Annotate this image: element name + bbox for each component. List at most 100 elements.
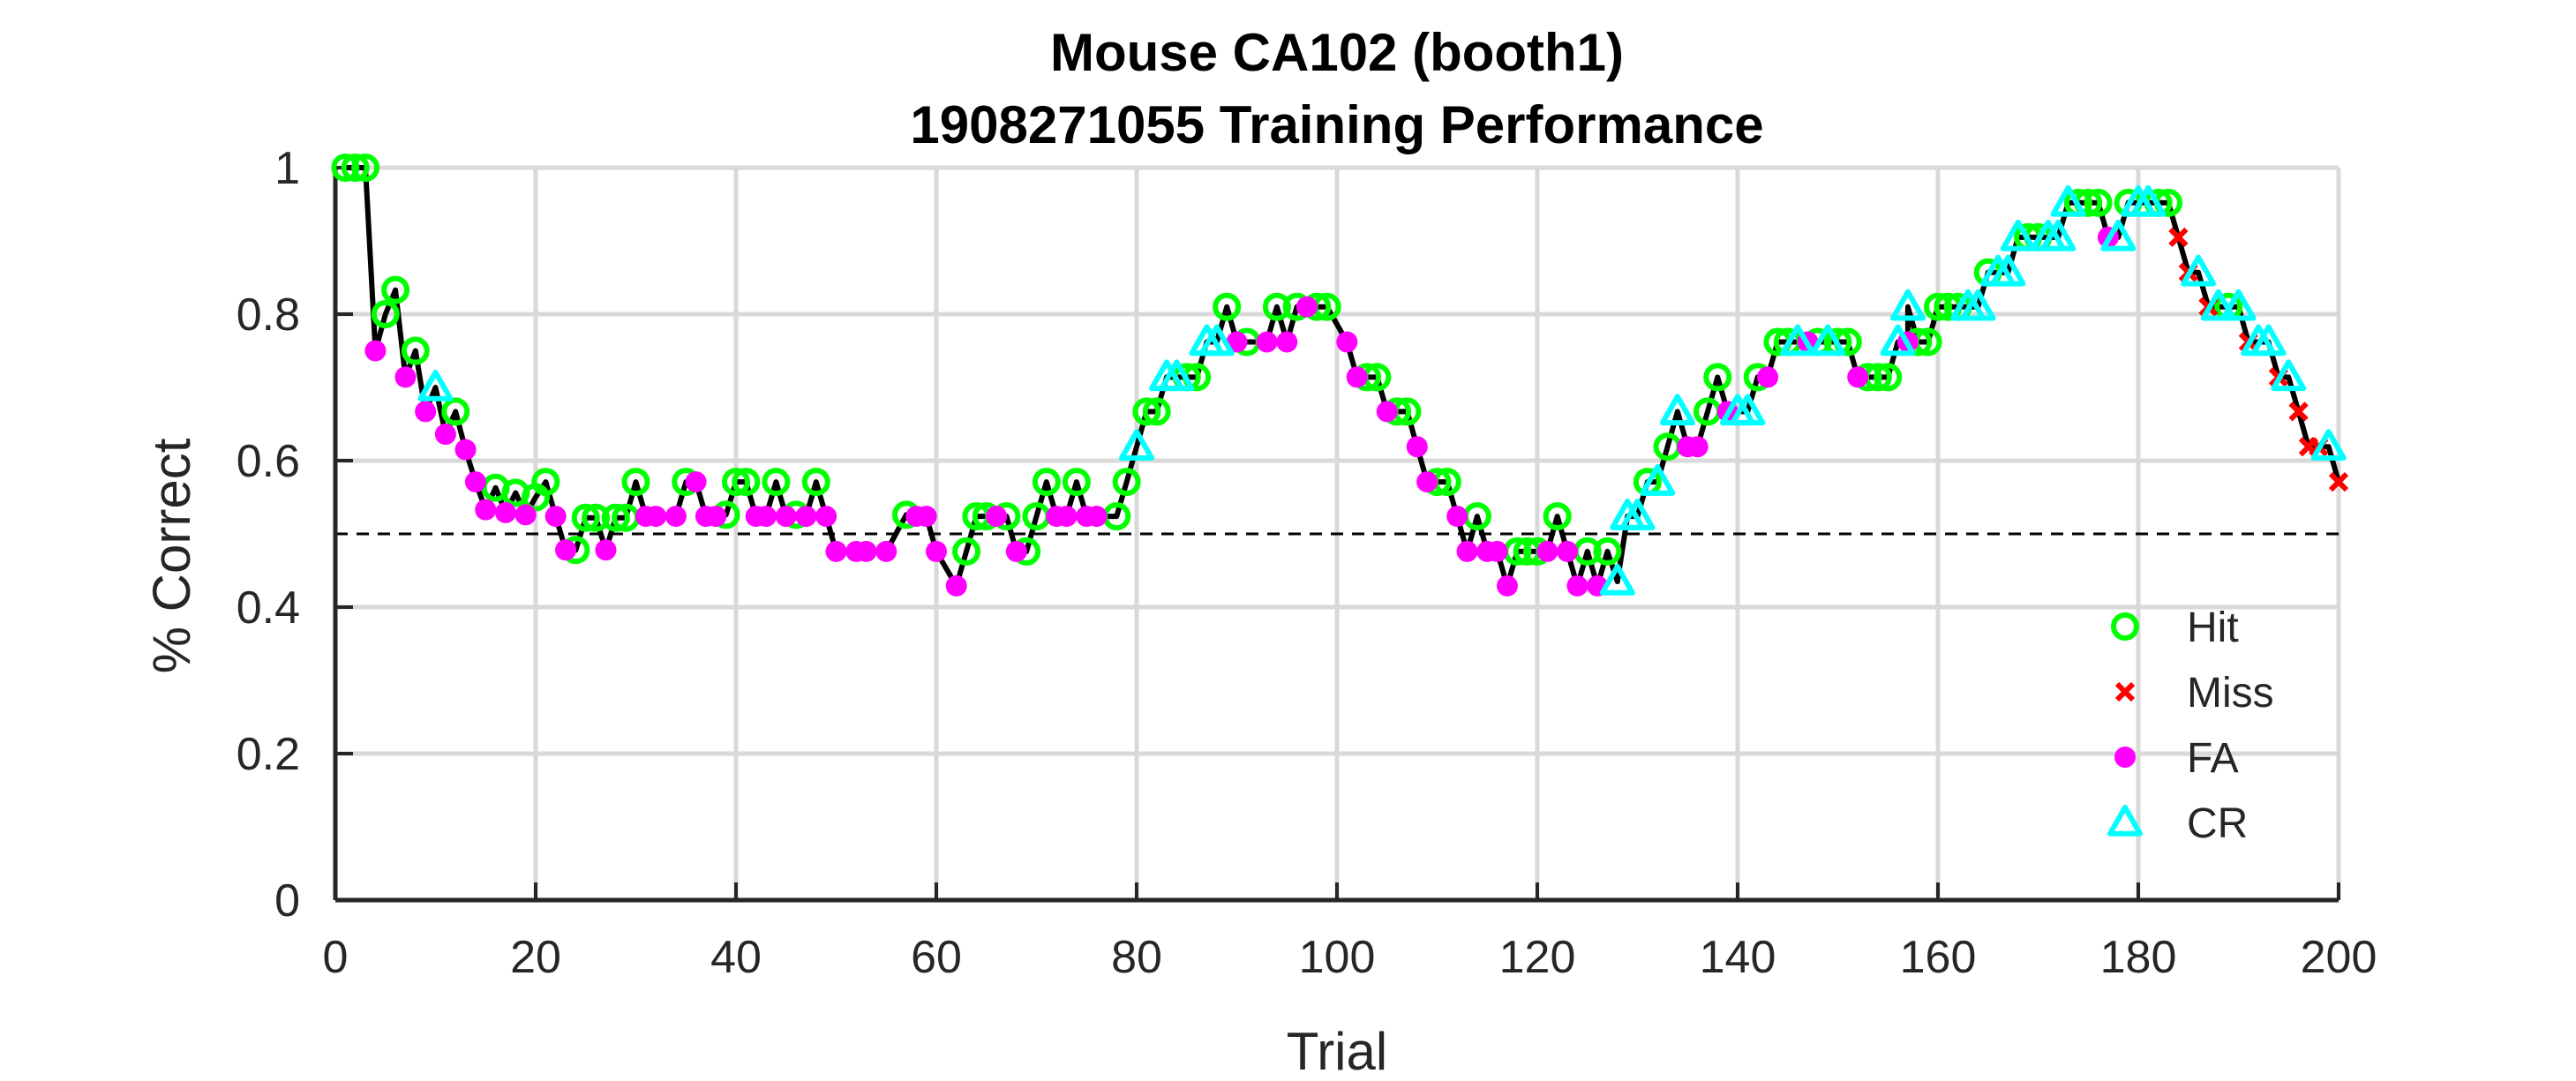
hit-marker xyxy=(571,503,600,532)
cr-marker xyxy=(2271,359,2307,392)
hit-marker xyxy=(1062,468,1091,497)
hit-marker xyxy=(371,300,400,328)
fa-marker xyxy=(685,471,707,493)
fa-marker xyxy=(1446,506,1468,528)
fa-marker xyxy=(475,499,497,521)
fa-marker xyxy=(394,366,417,388)
fa-marker xyxy=(795,506,817,528)
cr-marker xyxy=(1619,499,1656,530)
fa-marker xyxy=(1496,574,1518,597)
cr-marker xyxy=(2000,219,2036,251)
axes xyxy=(333,166,2340,903)
fa-marker xyxy=(544,506,567,528)
y-tick-label: 0.2 xyxy=(237,729,300,780)
fa-marker xyxy=(825,540,847,562)
y-tick-label: 0.4 xyxy=(237,582,300,634)
y-tick-label: 0 xyxy=(274,875,300,927)
fa-marker xyxy=(1005,540,1027,562)
cr-marker xyxy=(2220,289,2257,321)
fa-marker xyxy=(1055,506,1078,528)
cr-marker xyxy=(1659,394,1695,426)
tick-labels: 0 20 40 60 80 100 120 140 160 180 200 0 0.2 0.4 0.6 0.8… xyxy=(237,143,2377,983)
fa-marker xyxy=(1536,540,1558,562)
fa-marker xyxy=(915,506,937,528)
hit-marker xyxy=(1262,292,1291,321)
fa-marker xyxy=(926,540,947,562)
miss-marker xyxy=(2328,471,2349,492)
chart-subtitle: 1908271055 Training Performance xyxy=(910,95,1763,154)
x-axis-label: Trial xyxy=(1287,1022,1387,1081)
x-tick-label: 40 xyxy=(710,932,762,983)
cr-marker xyxy=(1640,464,1676,496)
hit-marker xyxy=(401,336,430,365)
x-tick-label: 200 xyxy=(2301,932,2377,983)
cr-marker xyxy=(2130,184,2167,217)
y-tick-label: 1 xyxy=(274,143,300,194)
fa-marker xyxy=(665,506,687,528)
fa-marker xyxy=(1256,331,1278,353)
fa-marker xyxy=(1566,574,1588,597)
fa-marker xyxy=(434,424,456,446)
cr-marker xyxy=(1889,289,1926,321)
hit-marker xyxy=(952,537,981,566)
cr-marker xyxy=(417,370,454,402)
fa-marker xyxy=(1226,331,1248,353)
hit-marker xyxy=(1593,537,1622,566)
x-tick-label: 120 xyxy=(1499,932,1576,983)
cr-marker xyxy=(1730,394,1766,426)
hit-marker xyxy=(1112,468,1141,497)
fa-marker xyxy=(595,539,617,561)
hit-marker xyxy=(331,154,360,182)
data-markers xyxy=(331,154,2349,597)
fa-marker xyxy=(1336,331,1358,353)
cr-marker xyxy=(2050,184,2086,217)
hit-marker xyxy=(351,154,380,182)
y-tick-label: 0.8 xyxy=(237,289,300,341)
hit-marker xyxy=(1213,292,1242,321)
legend-label: Hit xyxy=(2187,604,2239,651)
legend-label: CR xyxy=(2187,800,2248,847)
fa-marker xyxy=(1085,506,1108,528)
fa-marker xyxy=(514,504,537,526)
fa-marker xyxy=(1296,296,1318,318)
fa-marker xyxy=(555,539,577,561)
fa-marker xyxy=(1456,540,1478,562)
hit-marker xyxy=(381,275,410,304)
cr-marker xyxy=(1159,359,1195,392)
fa-marker xyxy=(945,574,967,597)
x-tick-label: 180 xyxy=(2100,932,2177,983)
hit-marker xyxy=(582,503,611,532)
x-tick-label: 20 xyxy=(510,932,561,983)
fa-marker xyxy=(1847,366,1869,388)
cr-marker xyxy=(1880,324,1916,357)
hit-marker xyxy=(1032,468,1061,497)
hit-marker xyxy=(762,468,791,497)
cr-marker xyxy=(2310,429,2347,461)
legend-cr-icon xyxy=(2107,805,2143,837)
legend-label: Miss xyxy=(2187,670,2274,717)
fa-marker xyxy=(1376,401,1398,423)
fa-marker xyxy=(645,506,667,528)
legend-fa-icon xyxy=(2114,747,2136,768)
cr-marker xyxy=(2040,219,2077,251)
fa-marker xyxy=(1416,471,1438,493)
fa-marker xyxy=(494,501,516,523)
fa-marker xyxy=(855,540,877,562)
hit-marker xyxy=(1132,397,1161,426)
cr-marker xyxy=(1960,289,1996,321)
cr-marker xyxy=(1198,324,1235,357)
hit-marker xyxy=(801,468,830,497)
hit-marker xyxy=(621,468,650,497)
y-tick-label: 0.6 xyxy=(237,436,300,487)
cr-marker xyxy=(1119,429,1154,461)
legend-miss-icon xyxy=(2114,681,2136,702)
fa-marker xyxy=(364,340,387,362)
fa-marker xyxy=(1557,540,1579,562)
fa-marker xyxy=(775,506,797,528)
fa-marker xyxy=(464,471,486,493)
hit-marker xyxy=(2084,188,2113,217)
cr-marker xyxy=(1780,324,1816,357)
y-axis-label: % Correct xyxy=(142,438,201,673)
cr-marker xyxy=(1810,324,1846,357)
